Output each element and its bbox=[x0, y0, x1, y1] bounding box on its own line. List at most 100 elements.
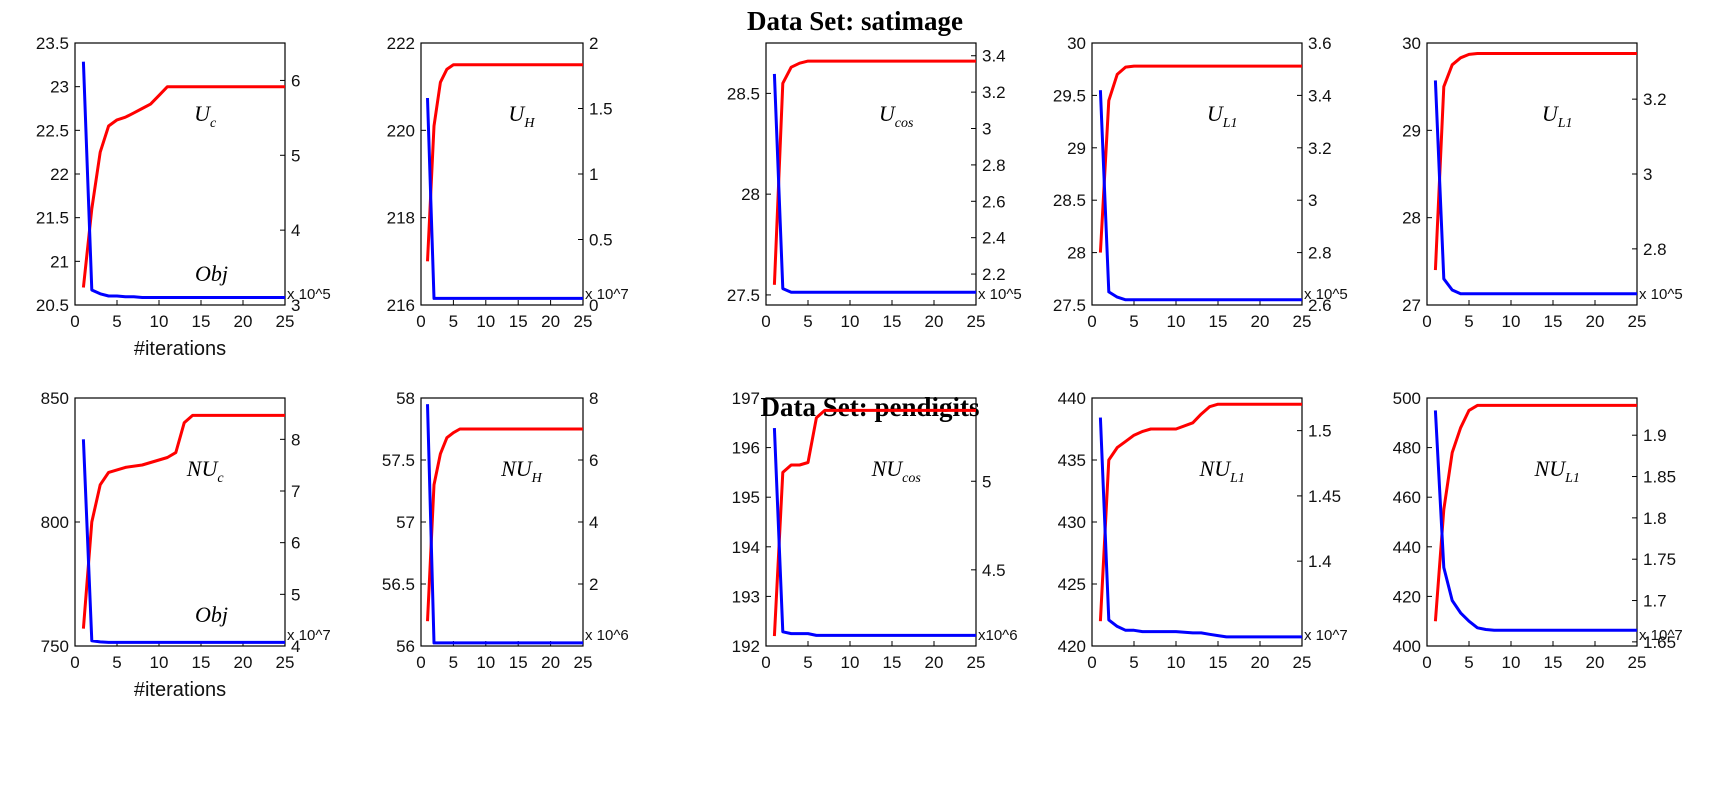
series-line-red bbox=[1098, 402, 1302, 622]
y-tick-label: 195 bbox=[732, 488, 760, 507]
y2-tick-label: 5 bbox=[982, 472, 991, 491]
series-line-blue bbox=[1433, 410, 1637, 632]
y2-tick-label: 1.5 bbox=[1308, 422, 1332, 441]
y2-tick-label: 3.2 bbox=[982, 83, 1006, 102]
y2-tick-label: 5 bbox=[291, 146, 300, 165]
chart-panel-1: 0 5 10 15 20 25 20.5 21 21.5 22 22.5 23 23.5 3 4 5 6 x 10… bbox=[36, 34, 331, 360]
y-tick-label: 21.5 bbox=[36, 209, 69, 228]
y-tick-label: 23.5 bbox=[36, 34, 69, 53]
x-tick-label: 20 bbox=[925, 653, 944, 672]
x-tick-label: 0 bbox=[1087, 312, 1096, 331]
y-tick-label: 28.5 bbox=[1053, 191, 1086, 210]
series-line-red bbox=[426, 63, 583, 262]
y2-tick-label: 4 bbox=[589, 513, 598, 532]
x-tick-label: 5 bbox=[112, 312, 121, 331]
panel-label: NUH bbox=[500, 456, 543, 486]
y2-tick-label: 1.8 bbox=[1643, 509, 1667, 528]
x-tick-label: 15 bbox=[1209, 312, 1228, 331]
x-tick-label: 0 bbox=[70, 312, 79, 331]
y2-multiplier: x 10^5 bbox=[1639, 286, 1683, 303]
y2-tick-label: 0 bbox=[589, 296, 598, 315]
series-line-red bbox=[1433, 403, 1637, 622]
y-tick-label: 56 bbox=[396, 637, 415, 656]
plot-frame bbox=[420, 397, 584, 647]
y2-tick-label: 1.45 bbox=[1308, 487, 1341, 506]
x-tick-label: 25 bbox=[276, 653, 295, 672]
panel-label-main: U bbox=[508, 101, 526, 126]
x-tick-label: 5 bbox=[449, 312, 458, 331]
x-tick-label: 25 bbox=[1628, 653, 1647, 672]
panel-label-main: NU bbox=[186, 456, 220, 481]
y2-tick-label: 3 bbox=[1643, 165, 1652, 184]
panel-label-sub: c bbox=[210, 116, 217, 131]
y-tick-label: 420 bbox=[1058, 637, 1086, 656]
y-tick-label: 20.5 bbox=[36, 296, 69, 315]
chart-panel-7: 0 5 10 15 20 25 56 56.5 57 57.5 58 2 4 6 8 x 10^6 NUH bbox=[382, 389, 629, 672]
y-tick-label: 57 bbox=[396, 513, 415, 532]
series-line-red bbox=[1433, 52, 1637, 271]
plot-frame bbox=[1091, 397, 1303, 647]
y-tick-label: 425 bbox=[1058, 575, 1086, 594]
y2-tick-label: 2.6 bbox=[982, 192, 1006, 211]
panel-label-main: U bbox=[1207, 101, 1225, 126]
y2-tick-label: 2 bbox=[589, 575, 598, 594]
y-tick-label: 460 bbox=[1393, 488, 1421, 507]
y2-tick-label: 1.9 bbox=[1643, 426, 1667, 445]
x-tick-label: 5 bbox=[803, 312, 812, 331]
panel-label-main: U bbox=[1542, 101, 1560, 126]
y2-multiplier: x 10^6 bbox=[585, 627, 629, 644]
y-tick-label: 29.5 bbox=[1053, 86, 1086, 105]
y2-multiplier: x 10^5 bbox=[1304, 286, 1348, 303]
panel-label: NUL1 bbox=[1534, 456, 1580, 486]
y2-tick-label: 3.6 bbox=[1308, 34, 1332, 53]
x-tick-label: 15 bbox=[192, 653, 211, 672]
y-tick-label: 222 bbox=[387, 34, 415, 53]
x-tick-label: 20 bbox=[234, 312, 253, 331]
series-line-red bbox=[81, 413, 285, 629]
panel-label: UH bbox=[508, 101, 535, 131]
x-tick-label: 5 bbox=[1464, 653, 1473, 672]
x-tick-label: 0 bbox=[1087, 653, 1096, 672]
y-tick-label: 480 bbox=[1393, 439, 1421, 458]
panel-label-main: NU bbox=[1199, 456, 1233, 481]
series-line-red bbox=[426, 427, 583, 622]
y-tick-label: 430 bbox=[1058, 513, 1086, 532]
x-tick-label: 10 bbox=[150, 312, 169, 331]
x-tick-label: 0 bbox=[416, 312, 425, 331]
x-tick-label: 10 bbox=[1502, 312, 1521, 331]
x-tick-label: 15 bbox=[1209, 653, 1228, 672]
y-tick-label: 57.5 bbox=[382, 451, 415, 470]
x-tick-label: 5 bbox=[112, 653, 121, 672]
y-tick-label: 22 bbox=[50, 165, 69, 184]
y2-tick-label: 7 bbox=[291, 482, 300, 501]
y2-multiplier: x 10^7 bbox=[585, 286, 629, 303]
y-tick-label: 193 bbox=[732, 587, 760, 606]
y-tick-label: 400 bbox=[1393, 637, 1421, 656]
y2-tick-label: 1.7 bbox=[1643, 592, 1667, 611]
panel-label-sub: L1 bbox=[1557, 116, 1573, 131]
y-tick-label: 420 bbox=[1393, 587, 1421, 606]
x-tick-label: 5 bbox=[1129, 312, 1138, 331]
panel-label: NUcos bbox=[871, 456, 922, 486]
x-tick-label: 25 bbox=[574, 653, 593, 672]
chart-panel-4: 0 5 10 15 20 25 27.5 28 28.5 29 29.5 30 2.6 2.8 3 3.2 3.… bbox=[1053, 34, 1348, 331]
series-line-blue bbox=[772, 428, 976, 637]
x-tick-label: 0 bbox=[416, 653, 425, 672]
y-tick-label: 27 bbox=[1402, 296, 1421, 315]
x-tick-label: 10 bbox=[1167, 312, 1186, 331]
x-tick-label: 15 bbox=[883, 312, 902, 331]
y-tick-label: 194 bbox=[732, 538, 760, 557]
x-tick-label: 0 bbox=[1422, 312, 1431, 331]
plot-frame bbox=[74, 42, 286, 306]
y-tick-label: 21 bbox=[50, 252, 69, 271]
y-tick-label: 27.5 bbox=[727, 286, 760, 305]
y2-tick-label: 8 bbox=[291, 430, 300, 449]
y2-tick-label: 4 bbox=[291, 221, 300, 240]
series-line-blue bbox=[772, 73, 976, 294]
x-tick-label: 20 bbox=[1586, 653, 1605, 672]
series-line-red bbox=[1098, 64, 1302, 253]
y-tick-label: 220 bbox=[387, 121, 415, 140]
panel-label: UL1 bbox=[1207, 101, 1238, 131]
y2-tick-label: 3 bbox=[982, 120, 991, 139]
